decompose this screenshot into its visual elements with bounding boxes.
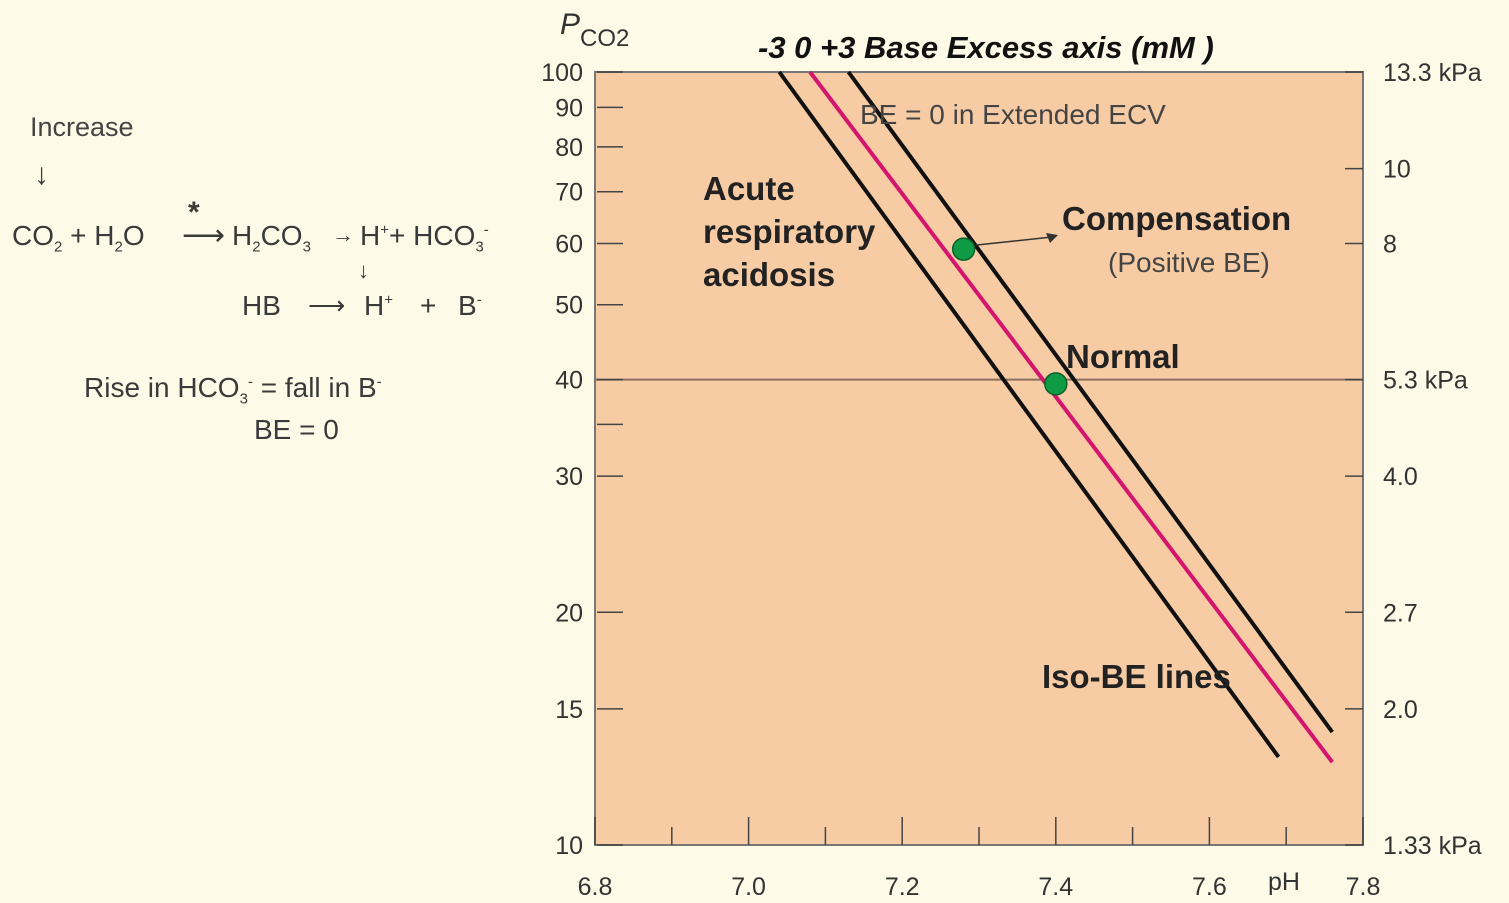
x-tick-label: 7.4	[1038, 873, 1073, 901]
y-tick-label: 10	[555, 832, 583, 860]
rise-statement: Rise in HCO3- = fall in B-	[84, 372, 382, 408]
equation-b: B-	[458, 290, 482, 321]
annotation-positive-be: (Positive BE)	[1108, 247, 1270, 278]
x-tick-label: 6.8	[578, 873, 613, 901]
y-axis-label: PCO2	[560, 8, 629, 52]
y-tick-label: 90	[555, 94, 583, 122]
annotation-be-zero-ecv: BE = 0 in Extended ECV	[860, 99, 1166, 130]
right-tick-label: 5.3 kPa	[1383, 367, 1468, 395]
x-tick-label: 7.2	[885, 873, 920, 901]
annotation-normal: Normal	[1066, 338, 1180, 375]
annotation-acute: Acute	[703, 170, 795, 207]
x-axis-label: pH	[1268, 868, 1300, 896]
right-tick-label: 4.0	[1383, 463, 1418, 491]
y-tick-label: 15	[555, 696, 583, 724]
down-arrow-icon: ↓	[358, 258, 369, 283]
point-compensation	[951, 237, 976, 261]
y-tick-label: 80	[555, 134, 583, 162]
iso-be-line-1	[777, 70, 1281, 759]
annotation-compensation: Compensation	[1062, 200, 1291, 237]
equation-plus: +	[420, 290, 437, 321]
equation-co2: CO2 + H2O	[12, 220, 145, 256]
y-tick-label: 50	[555, 292, 583, 320]
iso-be-line-3	[846, 70, 1334, 734]
right-tick-label: 2.7	[1383, 599, 1418, 627]
y-tick-label: 20	[555, 599, 583, 627]
right-tick-label: 10	[1383, 156, 1411, 184]
y-tick-label: 100	[541, 59, 583, 87]
y-tick-label: 30	[555, 463, 583, 491]
right-tick-label: 8	[1383, 230, 1397, 258]
x-tick-label: 7.8	[1346, 873, 1381, 901]
hb-arrow-icon: ⟶	[308, 290, 346, 320]
point-normal	[1044, 372, 1068, 396]
right-tick-label: 1.33 kPa	[1383, 832, 1482, 860]
compensation-arrowhead-icon	[1046, 233, 1058, 243]
x-tick-label: 7.0	[731, 873, 766, 901]
x-tick-label: 7.6	[1192, 873, 1227, 901]
y-tick-label: 60	[555, 230, 583, 258]
equation-h2co3: H2CO3	[232, 220, 311, 256]
catalyst-star: *	[188, 196, 200, 229]
iso-be-line-2	[808, 70, 1334, 764]
right-tick-label: 2.0	[1383, 696, 1418, 724]
chart-title: -3 0 +3 Base Excess axis (mM )	[758, 30, 1214, 65]
plot-area	[594, 71, 1364, 846]
be-zero-statement: BE = 0	[254, 414, 339, 445]
y-tick-label: 40	[555, 367, 583, 395]
right-arrow-icon: ⟶	[182, 219, 226, 252]
small-arrow-icon: →	[332, 222, 354, 247]
equation-hb: HB	[242, 290, 281, 321]
equation-h-plus: H+	[364, 290, 393, 321]
annotation-iso-be: Iso-BE lines	[1042, 658, 1231, 695]
annotation-acidosis: acidosis	[703, 256, 835, 293]
compensation-arrow	[975, 236, 1053, 246]
label-increase: Increase	[30, 112, 134, 142]
right-tick-label: 13.3 kPa	[1383, 59, 1482, 87]
increase-arrow-icon: ↓	[34, 158, 49, 191]
y-tick-label: 70	[555, 179, 583, 207]
equation-h-hco3: H++ HCO3-	[360, 220, 489, 256]
annotation-respiratory: respiratory	[703, 213, 876, 250]
